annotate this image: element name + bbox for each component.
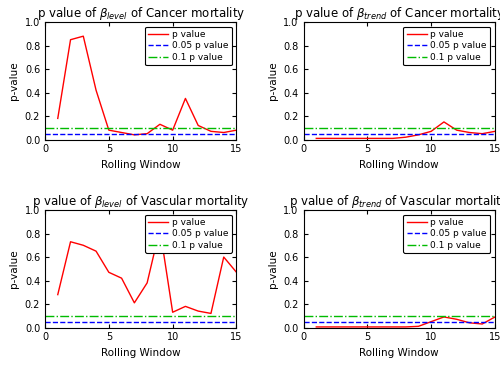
0.05 p value xyxy=(300,319,306,324)
p value xyxy=(377,136,383,141)
p value xyxy=(428,129,434,134)
p value xyxy=(479,131,485,136)
0.1 p value xyxy=(314,125,320,130)
p value xyxy=(132,132,138,137)
p value xyxy=(80,34,86,38)
p value xyxy=(195,123,201,128)
Legend: p value, 0.05 p value, 0.1 p value: p value, 0.05 p value, 0.1 p value xyxy=(145,215,232,253)
p value xyxy=(339,325,345,329)
p value xyxy=(93,88,99,92)
0.05 p value xyxy=(42,131,48,136)
0.1 p value xyxy=(42,314,48,318)
0.05 p value xyxy=(55,319,61,324)
0.1 p value xyxy=(55,125,61,130)
p value xyxy=(234,270,239,275)
p value xyxy=(364,325,370,329)
0.1 p value xyxy=(300,125,306,130)
Line: p value: p value xyxy=(316,122,495,138)
Title: p value of $\beta_{trend}$ of Vascular mortality: p value of $\beta_{trend}$ of Vascular m… xyxy=(289,193,500,210)
p value xyxy=(118,276,124,280)
p value xyxy=(144,281,150,285)
p value xyxy=(428,319,434,324)
p value xyxy=(339,136,345,141)
p value xyxy=(157,227,163,231)
Y-axis label: p-value: p-value xyxy=(9,250,19,288)
0.05 p value xyxy=(314,131,320,136)
p value xyxy=(441,120,447,124)
Legend: p value, 0.05 p value, 0.1 p value: p value, 0.05 p value, 0.1 p value xyxy=(145,26,232,66)
p value xyxy=(416,132,422,137)
p value xyxy=(402,135,408,139)
p value xyxy=(208,129,214,134)
p value xyxy=(441,315,447,319)
Line: p value: p value xyxy=(58,229,236,314)
p value xyxy=(157,122,163,127)
X-axis label: Rolling Window: Rolling Window xyxy=(360,160,439,170)
Y-axis label: p-value: p-value xyxy=(268,250,278,288)
p value xyxy=(454,317,460,322)
Legend: p value, 0.05 p value, 0.1 p value: p value, 0.05 p value, 0.1 p value xyxy=(404,215,490,253)
Legend: p value, 0.05 p value, 0.1 p value: p value, 0.05 p value, 0.1 p value xyxy=(404,26,490,66)
p value xyxy=(466,130,472,135)
p value xyxy=(352,136,358,141)
p value xyxy=(390,136,396,141)
p value xyxy=(492,129,498,134)
p value xyxy=(466,321,472,325)
p value xyxy=(390,325,396,329)
p value xyxy=(182,304,188,309)
0.05 p value xyxy=(300,131,306,136)
X-axis label: Rolling Window: Rolling Window xyxy=(101,160,180,170)
p value xyxy=(416,324,422,329)
p value xyxy=(106,128,112,132)
p value xyxy=(55,116,61,121)
p value xyxy=(479,322,485,326)
X-axis label: Rolling Window: Rolling Window xyxy=(101,348,180,358)
p value xyxy=(182,96,188,100)
0.05 p value xyxy=(55,131,61,136)
0.05 p value xyxy=(314,319,320,324)
p value xyxy=(132,301,138,305)
p value xyxy=(118,130,124,135)
Y-axis label: p-value: p-value xyxy=(268,61,278,100)
Line: p value: p value xyxy=(58,36,236,135)
p value xyxy=(314,136,320,141)
Y-axis label: p-value: p-value xyxy=(9,61,19,100)
p value xyxy=(144,131,150,136)
p value xyxy=(68,240,73,244)
p value xyxy=(68,38,73,42)
p value xyxy=(402,325,408,329)
Title: p value of $\beta_{level}$ of Vascular mortality: p value of $\beta_{level}$ of Vascular m… xyxy=(32,193,250,210)
p value xyxy=(314,325,320,329)
p value xyxy=(492,315,498,319)
p value xyxy=(364,136,370,141)
p value xyxy=(234,128,239,132)
p value xyxy=(208,311,214,316)
p value xyxy=(93,249,99,253)
p value xyxy=(55,293,61,297)
p value xyxy=(80,243,86,248)
Title: p value of $\beta_{level}$ of Cancer mortality: p value of $\beta_{level}$ of Cancer mor… xyxy=(36,5,245,22)
p value xyxy=(454,128,460,132)
p value xyxy=(195,309,201,313)
0.1 p value xyxy=(42,125,48,130)
p value xyxy=(352,325,358,329)
X-axis label: Rolling Window: Rolling Window xyxy=(360,348,439,358)
p value xyxy=(170,310,175,314)
p value xyxy=(326,136,332,141)
0.1 p value xyxy=(300,314,306,318)
p value xyxy=(170,128,175,132)
p value xyxy=(377,325,383,329)
0.05 p value xyxy=(42,319,48,324)
p value xyxy=(220,130,226,135)
Title: p value of $\beta_{trend}$ of Cancer mortality: p value of $\beta_{trend}$ of Cancer mor… xyxy=(294,5,500,22)
0.1 p value xyxy=(55,314,61,318)
0.1 p value xyxy=(314,314,320,318)
p value xyxy=(220,255,226,259)
Line: p value: p value xyxy=(316,317,495,327)
p value xyxy=(106,270,112,275)
p value xyxy=(326,325,332,329)
